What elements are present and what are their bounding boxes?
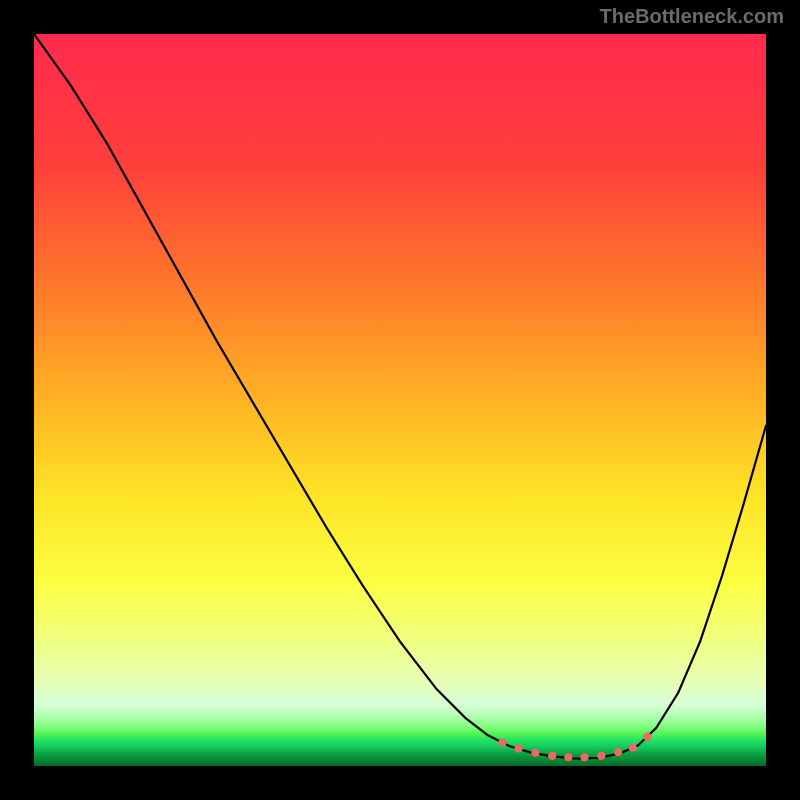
optimal-dot <box>580 753 588 761</box>
optimal-dot <box>629 744 637 752</box>
plot-svg <box>34 34 766 766</box>
optimal-dot <box>498 738 506 746</box>
optimal-dot <box>597 752 605 760</box>
optimal-dot <box>564 753 572 761</box>
chart-container: TheBottleneck.com <box>0 0 800 800</box>
optimal-dot <box>614 748 622 756</box>
gradient-background <box>34 34 766 766</box>
optimal-dot <box>548 752 556 760</box>
optimal-dot <box>531 749 539 757</box>
plot-area <box>34 34 766 766</box>
optimal-dot <box>514 744 522 752</box>
optimal-dot <box>643 733 651 741</box>
watermark-text: TheBottleneck.com <box>600 6 784 29</box>
